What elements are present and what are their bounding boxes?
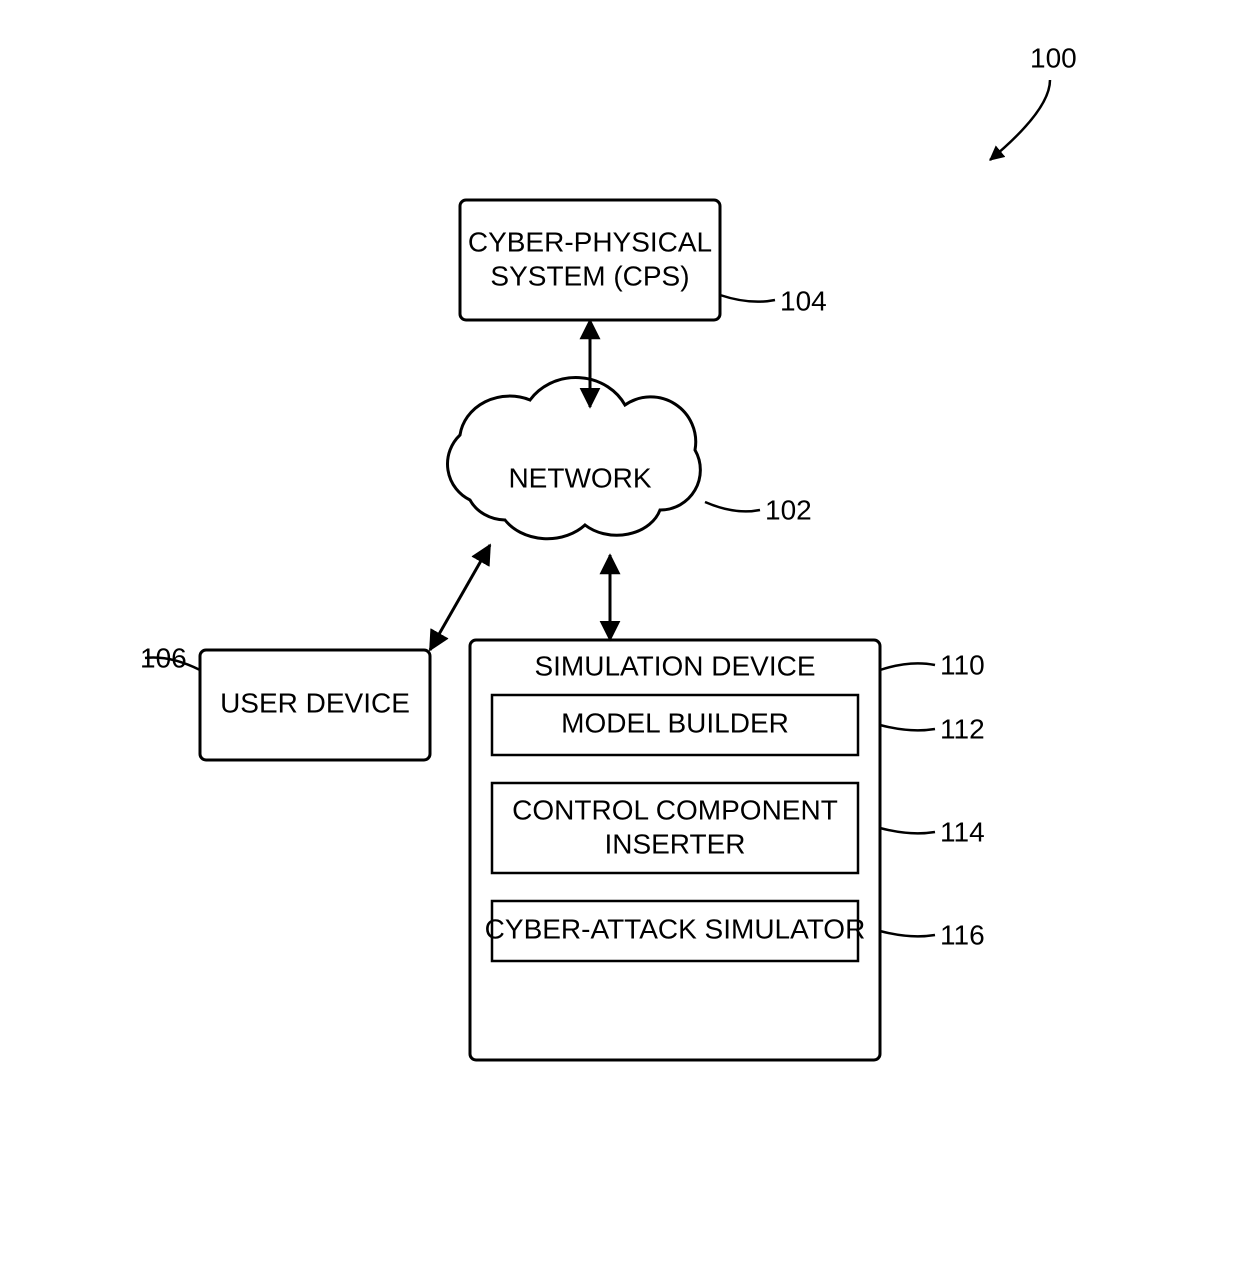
svg-text:116: 116 [940, 919, 985, 950]
svg-text:SIMULATION DEVICE: SIMULATION DEVICE [534, 650, 815, 681]
svg-text:CYBER-ATTACK SIMULATOR: CYBER-ATTACK SIMULATOR [485, 913, 866, 944]
svg-text:102: 102 [765, 494, 812, 525]
svg-text:100: 100 [1030, 42, 1077, 73]
svg-text:110: 110 [940, 649, 985, 680]
svg-text:CONTROL COMPONENT: CONTROL COMPONENT [512, 794, 838, 825]
simulation-device-node: SIMULATION DEVICE 110 MODEL BUILDER 112 CONT… [470, 640, 985, 1060]
svg-text:USER DEVICE: USER DEVICE [220, 687, 410, 718]
attack_sim-node: CYBER-ATTACK SIMULATOR 116 [485, 901, 985, 961]
svg-text:INSERTER: INSERTER [604, 828, 745, 859]
cps-node: CYBER-PHYSICALSYSTEM (CPS) 104 [460, 200, 827, 320]
svg-text:104: 104 [780, 285, 827, 316]
ctrl_inserter-node: CONTROL COMPONENTINSERTER 114 [492, 783, 985, 873]
svg-text:112: 112 [940, 713, 985, 744]
connector-user-network [430, 545, 490, 650]
svg-text:MODEL BUILDER: MODEL BUILDER [561, 707, 789, 738]
svg-text:NETWORK: NETWORK [508, 462, 651, 493]
user-device-node: USER DEVICE 106 [140, 642, 430, 760]
svg-text:114: 114 [940, 816, 985, 847]
svg-text:SYSTEM (CPS): SYSTEM (CPS) [490, 260, 689, 291]
network-node: NETWORK 102 [448, 378, 812, 539]
svg-text:106: 106 [140, 642, 187, 673]
svg-text:CYBER-PHYSICAL: CYBER-PHYSICAL [468, 226, 712, 257]
model_builder-node: MODEL BUILDER 112 [492, 695, 985, 755]
